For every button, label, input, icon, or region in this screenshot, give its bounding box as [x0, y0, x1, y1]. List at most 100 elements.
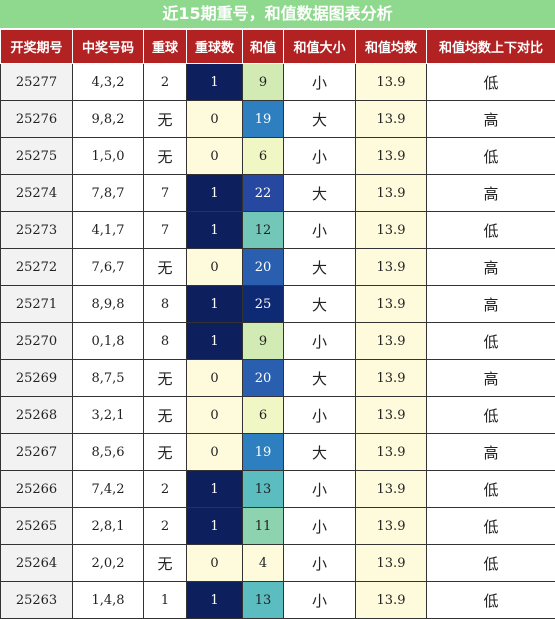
cell-compare: 低 — [427, 212, 555, 249]
cell-repeat-count: 0 — [187, 101, 243, 138]
cell-sum-avg: 13.9 — [356, 101, 427, 138]
cell-issue: 25266 — [1, 471, 73, 508]
cell-numbers: 2,0,2 — [73, 545, 144, 582]
cell-repeat-count: 1 — [187, 64, 243, 101]
header-row: 开奖期号 中奖号码 重球 重球数 和值 和值大小 和值均数 和值均数上下对比 — [1, 30, 555, 64]
cell-repeat: 无 — [144, 397, 187, 434]
cell-repeat: 7 — [144, 175, 187, 212]
cell-numbers: 7,4,2 — [73, 471, 144, 508]
cell-compare: 低 — [427, 323, 555, 360]
cell-repeat: 无 — [144, 138, 187, 175]
cell-numbers: 3,2,1 — [73, 397, 144, 434]
cell-repeat-count: 0 — [187, 138, 243, 175]
cell-sum-size: 小 — [284, 138, 356, 175]
cell-compare: 低 — [427, 471, 555, 508]
header-repeat: 重球 — [144, 30, 187, 64]
page-title: 近15期重号，和值数据图表分析 — [0, 0, 555, 29]
cell-issue: 25271 — [1, 286, 73, 323]
cell-sum-avg: 13.9 — [356, 434, 427, 471]
cell-sum-size: 小 — [284, 397, 356, 434]
cell-repeat: 无 — [144, 249, 187, 286]
cell-issue: 25270 — [1, 323, 73, 360]
cell-sum-avg: 13.9 — [356, 508, 427, 545]
header-numbers: 中奖号码 — [73, 30, 144, 64]
cell-sum: 20 — [243, 249, 284, 286]
cell-sum-avg: 13.9 — [356, 138, 427, 175]
cell-repeat-count: 1 — [187, 471, 243, 508]
cell-numbers: 1,5,0 — [73, 138, 144, 175]
cell-compare: 高 — [427, 286, 555, 323]
cell-repeat: 8 — [144, 286, 187, 323]
header-sum-avg: 和值均数 — [356, 30, 427, 64]
cell-issue: 25265 — [1, 508, 73, 545]
cell-repeat-count: 0 — [187, 434, 243, 471]
cell-issue: 25274 — [1, 175, 73, 212]
lottery-table: 开奖期号 中奖号码 重球 重球数 和值 和值大小 和值均数 和值均数上下对比 2… — [0, 29, 555, 619]
cell-sum: 25 — [243, 286, 284, 323]
cell-sum-size: 小 — [284, 212, 356, 249]
cell-sum: 4 — [243, 545, 284, 582]
cell-sum: 12 — [243, 212, 284, 249]
header-compare: 和值均数上下对比 — [427, 30, 555, 64]
cell-sum-size: 大 — [284, 286, 356, 323]
cell-issue: 25264 — [1, 545, 73, 582]
cell-issue: 25276 — [1, 101, 73, 138]
cell-compare: 低 — [427, 508, 555, 545]
cell-issue: 25272 — [1, 249, 73, 286]
cell-repeat-count: 1 — [187, 508, 243, 545]
cell-issue: 25277 — [1, 64, 73, 101]
cell-repeat-count: 0 — [187, 249, 243, 286]
cell-sum-avg: 13.9 — [356, 286, 427, 323]
cell-sum: 19 — [243, 434, 284, 471]
cell-sum-size: 大 — [284, 101, 356, 138]
cell-numbers: 0,1,8 — [73, 323, 144, 360]
cell-compare: 低 — [427, 138, 555, 175]
cell-sum-avg: 13.9 — [356, 249, 427, 286]
cell-repeat: 2 — [144, 471, 187, 508]
cell-repeat: 无 — [144, 545, 187, 582]
cell-sum-size: 小 — [284, 545, 356, 582]
cell-compare: 低 — [427, 582, 555, 619]
cell-sum-avg: 13.9 — [356, 582, 427, 619]
cell-numbers: 8,7,5 — [73, 360, 144, 397]
cell-sum: 6 — [243, 138, 284, 175]
cell-repeat-count: 1 — [187, 582, 243, 619]
cell-numbers: 7,8,7 — [73, 175, 144, 212]
cell-sum: 13 — [243, 471, 284, 508]
cell-repeat: 7 — [144, 212, 187, 249]
cell-repeat: 8 — [144, 323, 187, 360]
cell-sum: 9 — [243, 64, 284, 101]
cell-issue: 25263 — [1, 582, 73, 619]
header-sum: 和值 — [243, 30, 284, 64]
cell-sum-size: 小 — [284, 64, 356, 101]
cell-repeat-count: 1 — [187, 323, 243, 360]
cell-compare: 高 — [427, 249, 555, 286]
cell-sum-size: 大 — [284, 434, 356, 471]
cell-numbers: 2,8,1 — [73, 508, 144, 545]
cell-numbers: 9,8,2 — [73, 101, 144, 138]
cell-issue: 25273 — [1, 212, 73, 249]
cell-sum-avg: 13.9 — [356, 212, 427, 249]
cell-numbers: 7,6,7 — [73, 249, 144, 286]
cell-numbers: 8,5,6 — [73, 434, 144, 471]
cell-compare: 低 — [427, 64, 555, 101]
cell-repeat: 2 — [144, 64, 187, 101]
cell-repeat-count: 1 — [187, 212, 243, 249]
cell-sum: 22 — [243, 175, 284, 212]
cell-numbers: 4,3,2 — [73, 64, 144, 101]
cell-sum: 6 — [243, 397, 284, 434]
cell-sum-avg: 13.9 — [356, 545, 427, 582]
cell-compare: 高 — [427, 101, 555, 138]
